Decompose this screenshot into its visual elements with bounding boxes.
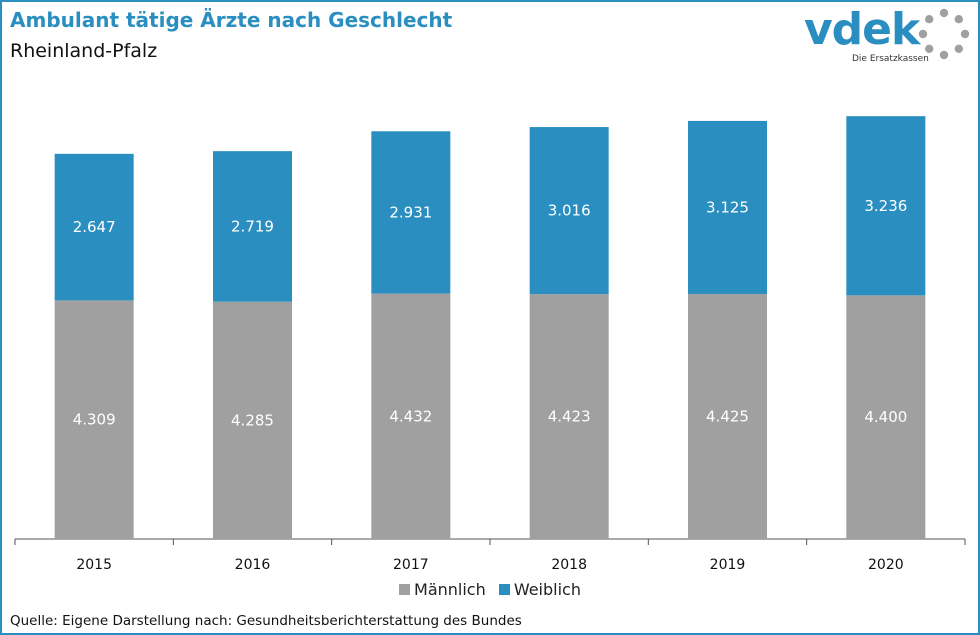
data-label-weiblich-2018: 3.016	[548, 202, 591, 220]
bar-weiblich-2019	[688, 120, 767, 294]
data-label-maennlich-2020: 4.400	[864, 408, 907, 426]
legend-item-maennlich: Männlich	[399, 580, 486, 599]
vdek-logo: vdek Die Ersatzkassen	[804, 6, 974, 66]
data-label-weiblich-2019: 3.125	[706, 198, 749, 216]
bar-maennlich-2018	[529, 294, 609, 539]
x-tick-label-2019: 2019	[710, 557, 746, 573]
legend-label-maennlich: Männlich	[414, 580, 486, 599]
legend-label-weiblich: Weiblich	[513, 580, 581, 599]
bar-weiblich-2018	[529, 127, 609, 295]
legend: Männlich Weiblich	[0, 580, 980, 599]
x-tick-label-2017: 2017	[393, 557, 429, 573]
data-label-maennlich-2015: 4.309	[73, 411, 116, 429]
legend-item-weiblich: Weiblich	[498, 580, 581, 599]
bar-maennlich-2017	[371, 293, 451, 539]
data-label-maennlich-2018: 4.423	[548, 408, 591, 426]
x-tick-label-2018: 2018	[551, 557, 587, 573]
bar-maennlich-2019	[688, 293, 767, 539]
data-label-maennlich-2019: 4.425	[706, 407, 749, 425]
x-tick-label-2015: 2015	[76, 557, 112, 573]
logo-dot-ring-icon	[918, 8, 970, 60]
data-label-weiblich-2017: 2.931	[389, 203, 432, 221]
chart-title: Ambulant tätige Ärzte nach Geschlecht	[10, 8, 453, 32]
bar-weiblich-2020	[846, 116, 926, 296]
data-label-weiblich-2015: 2.647	[73, 218, 116, 236]
bar-weiblich-2016	[213, 151, 292, 302]
bar-weiblich-2015	[54, 153, 134, 301]
data-label-weiblich-2020: 3.236	[864, 197, 907, 215]
bar-weiblich-2017	[371, 131, 451, 294]
bar-maennlich-2015	[54, 300, 134, 539]
data-label-weiblich-2016: 2.719	[231, 217, 274, 235]
source-note: Quelle: Eigene Darstellung nach: Gesundh…	[10, 613, 522, 629]
chart-subtitle: Rheinland-Pfalz	[10, 40, 158, 62]
x-tick-label-2016: 2016	[235, 557, 271, 573]
x-tick-label-2020: 2020	[868, 557, 904, 573]
data-label-maennlich-2016: 4.285	[231, 411, 274, 429]
bar-maennlich-2016	[213, 301, 292, 539]
bar-maennlich-2020	[846, 295, 926, 539]
logo-wordmark: vdek	[804, 4, 920, 55]
logo-tagline: Die Ersatzkassen	[852, 54, 929, 64]
legend-swatch-weiblich	[498, 584, 510, 595]
data-label-maennlich-2017: 4.432	[389, 407, 432, 425]
legend-swatch-maennlich	[399, 584, 411, 595]
